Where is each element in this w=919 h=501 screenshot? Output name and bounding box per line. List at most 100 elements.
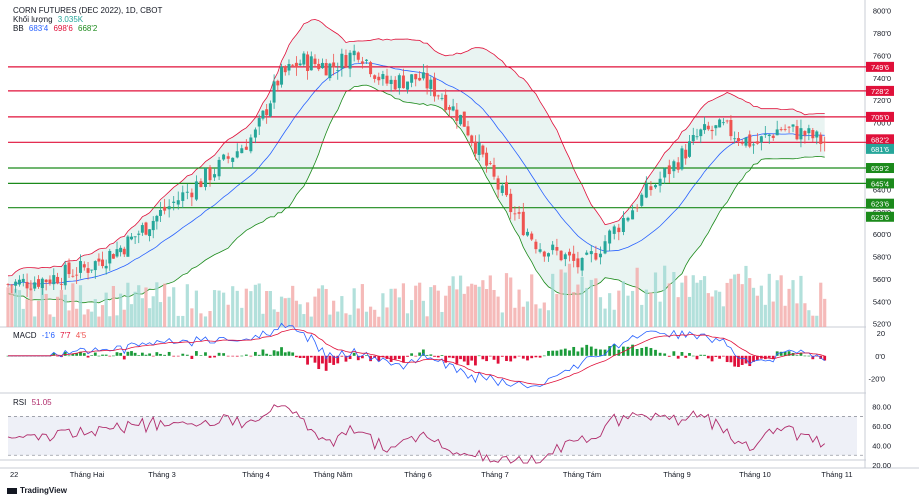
volume-bar (621, 281, 625, 327)
candle-body (167, 206, 171, 210)
volume-bar (436, 290, 440, 327)
candle-body (257, 118, 261, 127)
volume-bar (517, 289, 521, 327)
volume-bar (137, 285, 141, 327)
volume-bar (90, 311, 94, 327)
candle-body (90, 269, 94, 271)
time-tick-label: Tháng 4 (242, 470, 270, 479)
time-tick-label: Tháng 9 (663, 470, 691, 479)
candle-body (823, 141, 827, 144)
volume-bar (775, 280, 779, 327)
macd-histogram-bar (302, 355, 306, 358)
candle-body (626, 217, 630, 221)
volume-bar (336, 311, 340, 327)
candle-body (190, 192, 194, 198)
volume-bar (488, 275, 492, 327)
macd-histogram-bar (680, 352, 684, 356)
volume-bar (163, 283, 167, 327)
candle-body (695, 136, 699, 138)
macd-tick-label: 0'0 (875, 352, 885, 361)
volume-bar (185, 284, 189, 327)
candle-body (328, 63, 332, 79)
volume-bar (401, 283, 406, 327)
candle-body (555, 247, 559, 251)
macd-label: MACD (13, 331, 37, 340)
macd-histogram-bar (672, 351, 676, 356)
macd-histogram-bar (640, 347, 644, 356)
macd-histogram-bar (703, 354, 706, 356)
macd-histogram-bar (306, 355, 309, 365)
candle-body (119, 247, 123, 253)
macd-pane (6, 322, 827, 389)
candle-body (385, 75, 389, 84)
candle-body (706, 125, 710, 130)
rsi-tick-label: 60.00 (872, 422, 891, 431)
candle-body (621, 217, 625, 232)
level-tag (866, 198, 894, 209)
volume-bar (21, 308, 25, 327)
candle-body (534, 241, 538, 250)
volume-bar (93, 299, 97, 327)
candle-body (542, 251, 546, 257)
candle-body (377, 76, 381, 81)
volume-bar (509, 277, 513, 327)
macd-histogram-bar (477, 355, 481, 357)
volume-bar (344, 313, 348, 327)
candle-body (492, 164, 496, 177)
macd-histogram-bar (526, 355, 529, 361)
macd-histogram-bar (714, 355, 718, 357)
volume-bar (104, 292, 108, 327)
rsi-tick-label: 80.00 (872, 403, 891, 412)
candle-body (406, 81, 410, 90)
volume-bar (283, 298, 287, 327)
volume-bar (405, 313, 410, 327)
volume-bar (320, 285, 325, 327)
macd-histogram-bar (249, 355, 253, 357)
volume-bar (71, 283, 75, 327)
candle-body (37, 279, 41, 287)
volume-bar (393, 288, 397, 327)
volume-bar (144, 287, 148, 327)
volume-bar (82, 314, 86, 327)
candle-body (29, 288, 33, 290)
candle-body (500, 185, 504, 193)
macd-histogram-bar (542, 355, 546, 357)
candle-body (649, 186, 653, 191)
candle-body (148, 229, 152, 237)
volume-bar (791, 280, 795, 327)
candle-body (771, 135, 775, 138)
level-tag (866, 163, 894, 174)
volume-bar (190, 308, 194, 327)
macd-histogram-bar (783, 351, 787, 356)
volume-bar (249, 291, 253, 327)
macd-histogram-bar (436, 355, 440, 358)
volume-bar (551, 273, 555, 327)
volume-bar (779, 275, 783, 327)
candle-body (576, 258, 580, 268)
candle-body (635, 207, 639, 209)
candle-body (93, 261, 97, 271)
volume-bar (729, 278, 733, 327)
volume-bar (59, 290, 64, 327)
candle-body (783, 129, 787, 130)
tradingview-logo[interactable]: TradingView (7, 486, 67, 495)
candle-body (115, 249, 119, 257)
volume-bar (377, 316, 381, 327)
candle-body (249, 137, 253, 152)
candle-body (360, 61, 364, 64)
volume-bar (265, 291, 269, 327)
candle-body (459, 114, 463, 125)
volume-bar (389, 288, 393, 327)
time-tick-label: 22 (10, 470, 18, 479)
candle-body (320, 62, 324, 69)
macd-histogram-bar (710, 355, 714, 362)
volume-label: Khối lượng (13, 15, 53, 24)
macd-histogram-bar (740, 355, 744, 365)
candle-body (775, 129, 779, 136)
macd-histogram-bar (163, 354, 167, 356)
macd-histogram-bar (551, 350, 555, 356)
candle-body (86, 268, 90, 273)
candle-body (158, 209, 162, 216)
macd-histogram-bar (631, 344, 634, 356)
